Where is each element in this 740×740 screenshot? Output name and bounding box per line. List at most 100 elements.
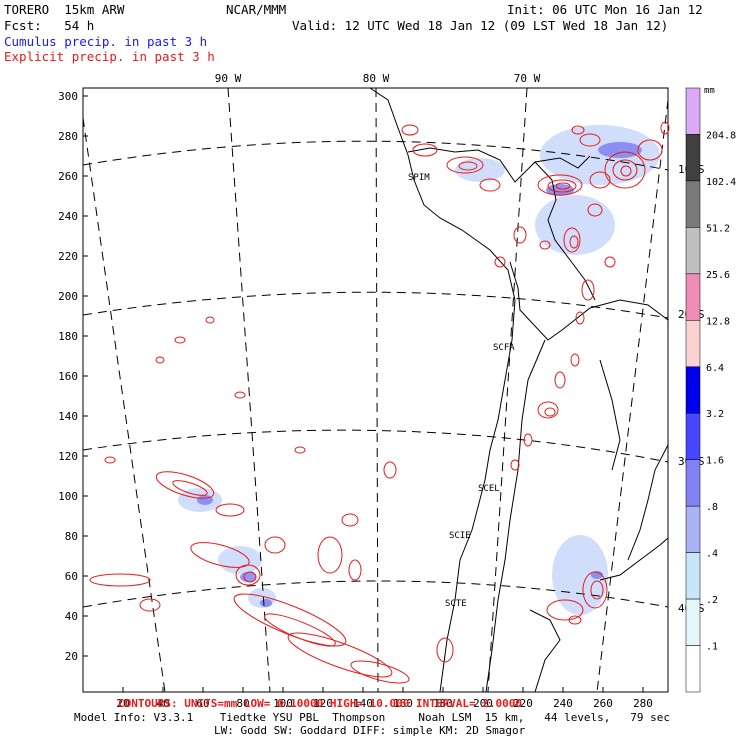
colorbar-swatch: [685, 273, 701, 321]
contour: [555, 182, 571, 190]
y-tick-label: 220: [58, 250, 78, 263]
meridian-60w: [596, 99, 669, 693]
contour: [317, 536, 343, 574]
station-labels: SPIM SCFA SCEL SCIE SCTE: [408, 173, 515, 609]
coastlines: [369, 87, 669, 693]
x-tick-label: 200: [473, 697, 493, 710]
lon-label-80w: 80 W: [363, 72, 390, 85]
colorbar-swatch: [685, 366, 701, 414]
contour: [287, 632, 393, 678]
y-tick-label: 200: [58, 290, 78, 303]
contour: [582, 571, 608, 609]
parallels: [82, 140, 669, 608]
x-tick-label: 120: [313, 697, 333, 710]
model-title: TORERO 15km ARW: [4, 2, 125, 17]
contour: [479, 178, 501, 192]
x-tick-label: 40: [156, 697, 169, 710]
colorbar-swatch: [685, 598, 701, 646]
forecast-hour: Fcst: 54 h: [4, 18, 95, 33]
parallel-40s: [82, 580, 669, 608]
colorbar-swatch: [685, 552, 701, 600]
contour: [341, 513, 359, 527]
contour: [234, 391, 246, 399]
contour: [215, 503, 245, 517]
parallel-30s: [82, 429, 669, 463]
contour: [494, 256, 506, 268]
contour: [510, 459, 520, 471]
contour: [539, 240, 551, 250]
lon-label-90w: 90 W: [215, 72, 242, 85]
contour: [348, 559, 362, 581]
contour: [547, 179, 577, 193]
colorbar-label: 3.2: [706, 409, 724, 420]
x-tick-label: 280: [633, 697, 653, 710]
border-paraguay: [599, 359, 621, 471]
contour: [264, 536, 286, 554]
coastline-uruguay: [627, 444, 669, 561]
init-time: Init: 06 UTC Mon 16 Jan 12: [507, 2, 703, 17]
border-andes: [485, 339, 546, 693]
model-info-line: Model Info: V3.3.1 Tiedtke YSU PBL Thomp…: [74, 711, 671, 724]
meridians: [82, 87, 669, 693]
parallel-10s: [82, 140, 669, 171]
y-tick-label: 240: [58, 210, 78, 223]
y-tick-label: 300: [58, 90, 78, 103]
contour: [569, 235, 579, 249]
y-tick-label: 140: [58, 410, 78, 423]
physics-info-line: LW: Godd SW: Goddard DIFF: simple KM: 2D…: [214, 724, 526, 737]
explicit-precip-contours: [89, 121, 670, 684]
colorbar-label: 25.6: [706, 270, 730, 281]
colorbar-label: .1: [706, 642, 718, 653]
contour: [104, 456, 116, 464]
y-tick-label: 60: [65, 570, 78, 583]
contour: [401, 124, 419, 136]
contour: [383, 461, 397, 479]
station-scel: SCEL: [478, 484, 500, 494]
cumulus-core-pacific-3: [260, 599, 272, 607]
contour: [568, 615, 582, 625]
y-tick-label: 180: [58, 330, 78, 343]
contour: [612, 159, 638, 181]
coastline-argentina-south: [529, 609, 561, 693]
colorbar-label: 1.6: [706, 456, 724, 467]
x-tick-label: 240: [553, 697, 573, 710]
contour: [436, 637, 454, 663]
contour: [458, 161, 478, 171]
x-tick-label: 160: [393, 697, 413, 710]
colorbar-swatch: [685, 645, 701, 693]
x-tick-label: 140: [353, 697, 373, 710]
colorbar-label: 12.8: [706, 316, 730, 327]
colorbar-label: 102.4: [706, 177, 736, 188]
station-scfa: SCFA: [493, 343, 515, 353]
contour: [546, 599, 584, 621]
colorbar: 204.8 102.4 51.2 25.6 12.8 6.4 3.2 1.6 .8 .4 .2 .1: [685, 87, 736, 693]
contour: [537, 174, 583, 196]
contour: [544, 407, 556, 417]
cumulus-area-pacific-2: [218, 546, 262, 574]
contour: [660, 121, 670, 135]
x-axis-ticks: [122, 687, 644, 692]
y-tick-label: 100: [58, 490, 78, 503]
cumulus-core-pacific-2: [240, 572, 256, 582]
contour: [294, 446, 306, 454]
colorbar-label: .4: [706, 549, 718, 560]
meridian-80w: [375, 87, 379, 693]
contour: [523, 433, 533, 447]
contour: [264, 613, 336, 647]
colorbar-label: .8: [706, 502, 718, 513]
contour: [174, 336, 186, 344]
contour: [139, 598, 161, 612]
contour: [190, 542, 250, 568]
colorbar-swatch: [685, 87, 701, 135]
meridian-70w: [487, 87, 528, 693]
contour: [350, 660, 410, 684]
contour: [604, 151, 646, 189]
station-scie: SCIE: [449, 531, 471, 541]
coastline-river-plate: [599, 537, 669, 581]
colorbar-label: 51.2: [706, 223, 730, 234]
colorbar-swatch: [685, 459, 701, 507]
contour: [205, 316, 215, 324]
legend-cumulus-precip: Cumulus precip. in past 3 h: [4, 34, 208, 49]
colorbar-swatch: [685, 412, 701, 460]
contour: [589, 171, 611, 189]
